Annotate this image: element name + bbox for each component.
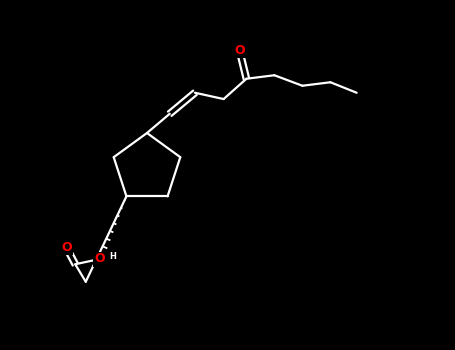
Text: O: O [61,241,72,254]
Text: O: O [234,43,245,57]
Text: H: H [110,252,116,261]
Text: O: O [95,252,105,266]
